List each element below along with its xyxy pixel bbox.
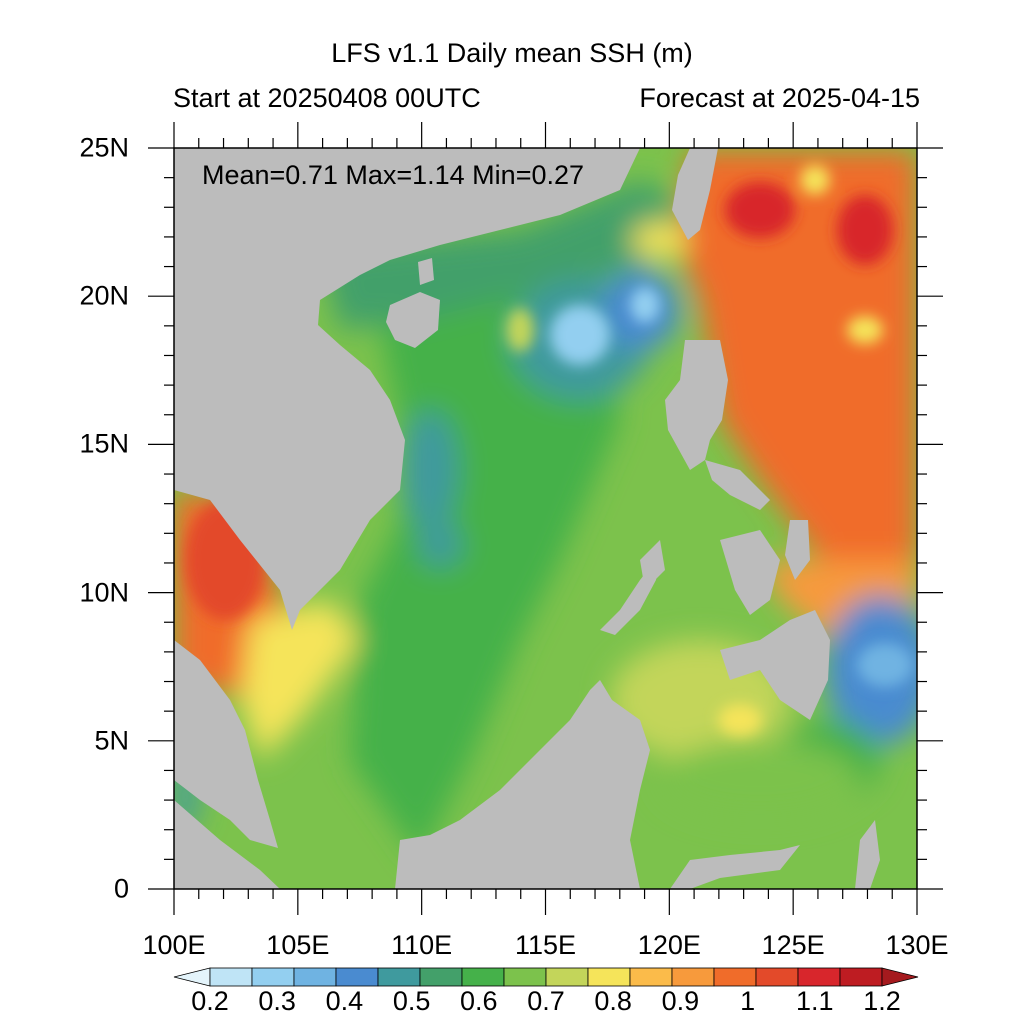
colorbar-swatch bbox=[377, 967, 421, 987]
latitude-label: 20N bbox=[79, 280, 129, 311]
longitude-label: 120E bbox=[637, 930, 701, 960]
longitude-label: 110E bbox=[391, 930, 453, 960]
colorbar-label: 1.2 bbox=[863, 986, 901, 1016]
colorbar-swatch bbox=[335, 967, 379, 987]
longitude-label: 125E bbox=[761, 930, 825, 960]
colorbar-label: 0.2 bbox=[191, 986, 229, 1016]
colorbar-swatch bbox=[713, 967, 757, 987]
latitude-label: 0 bbox=[113, 873, 129, 904]
colorbar-swatch bbox=[755, 967, 799, 987]
latitude-label: 10N bbox=[79, 577, 129, 608]
colorbar-label: 0.3 bbox=[258, 986, 296, 1016]
colorbar-swatch bbox=[587, 967, 631, 987]
colorbar-swatch bbox=[545, 967, 589, 987]
forecast-time-label: Forecast at 2025-04-15 bbox=[639, 83, 920, 113]
ssh-field bbox=[174, 148, 917, 889]
colorbar-swatch bbox=[629, 967, 673, 987]
longitude-label: 105E bbox=[266, 930, 330, 960]
colorbar-upper-arrow bbox=[881, 967, 919, 987]
colorbar-label: 0.7 bbox=[527, 986, 565, 1016]
colorbar-label: 1 bbox=[740, 986, 756, 1016]
colorbar-label: 0.4 bbox=[325, 986, 364, 1016]
latitude-label: 15N bbox=[79, 428, 129, 459]
colorbar-label: 0.6 bbox=[460, 986, 498, 1016]
longitude-label: 100E bbox=[142, 930, 206, 960]
colorbar-swatch bbox=[671, 967, 715, 987]
colorbar-label: 0.5 bbox=[392, 986, 431, 1016]
longitude-label: 130E bbox=[885, 930, 949, 960]
colorbar bbox=[173, 967, 919, 987]
colorbar-swatch bbox=[839, 967, 883, 987]
longitude-label: 115E bbox=[514, 930, 577, 960]
colorbar-swatch bbox=[209, 967, 253, 987]
colorbar-swatch bbox=[251, 967, 295, 987]
latitude-label: 25N bbox=[79, 132, 129, 163]
land-areas bbox=[174, 148, 880, 889]
colorbar-swatch bbox=[419, 967, 463, 987]
colorbar-label: 0.8 bbox=[594, 986, 632, 1016]
colorbar-swatch bbox=[503, 967, 547, 987]
colorbar-label: 1.1 bbox=[796, 986, 834, 1016]
map-title: LFS v1.1 Daily mean SSH (m) bbox=[331, 38, 693, 68]
colorbar-swatch bbox=[797, 967, 841, 987]
stats-label: Mean=0.71 Max=1.14 Min=0.27 bbox=[202, 160, 585, 190]
start-time-label: Start at 20250408 00UTC bbox=[173, 83, 481, 113]
colorbar-lower-arrow bbox=[173, 967, 211, 987]
latitude-label: 5N bbox=[94, 725, 129, 756]
axis-ticks bbox=[148, 122, 943, 915]
colorbar-swatch bbox=[461, 967, 505, 987]
colorbar-swatch bbox=[293, 967, 337, 987]
colorbar-label: 0.9 bbox=[661, 986, 700, 1016]
